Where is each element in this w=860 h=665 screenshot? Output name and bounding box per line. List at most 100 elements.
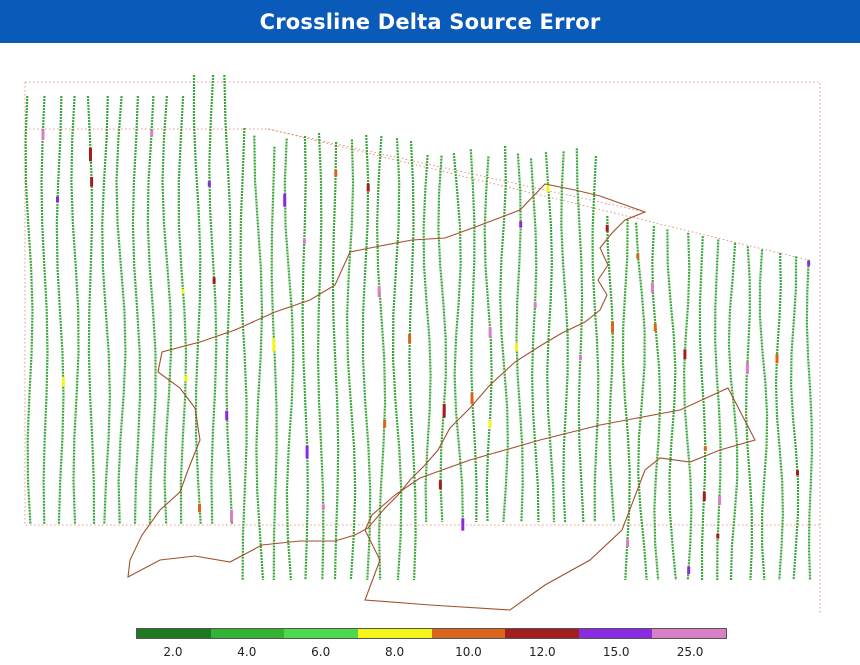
error-spot xyxy=(366,183,370,192)
error-spot xyxy=(230,509,233,523)
legend-swatch xyxy=(505,629,579,638)
error-spot xyxy=(302,238,306,244)
error-spot xyxy=(438,480,442,490)
legend-label: 15.0 xyxy=(602,645,630,659)
survey-frame-edge xyxy=(24,82,820,526)
crossline xyxy=(714,239,722,581)
legend-color-bar xyxy=(136,628,727,639)
error-spot xyxy=(716,533,720,539)
crossline xyxy=(560,151,569,523)
crossline xyxy=(666,229,677,581)
crossline-group xyxy=(24,74,814,581)
crossline xyxy=(283,138,295,581)
error-spot xyxy=(442,404,446,418)
crossline xyxy=(575,148,585,523)
crossline xyxy=(40,95,49,525)
error-spot xyxy=(56,196,59,203)
error-spot xyxy=(605,224,609,232)
legend-swatch xyxy=(431,629,506,638)
survey-frame-edge xyxy=(267,128,809,261)
error-spot xyxy=(41,129,45,140)
crossline xyxy=(774,252,785,581)
error-spot xyxy=(283,193,287,207)
error-spot xyxy=(488,420,492,428)
error-spot xyxy=(184,375,188,382)
error-spot xyxy=(653,323,657,331)
crossline xyxy=(758,249,769,581)
error-spot xyxy=(515,343,518,351)
crossline xyxy=(727,242,739,581)
error-spot xyxy=(61,377,65,387)
legend-label: 6.0 xyxy=(311,645,331,659)
crossline xyxy=(131,95,142,525)
crossline xyxy=(223,74,234,525)
error-spot xyxy=(650,282,654,293)
error-spot xyxy=(488,327,492,338)
error-spot xyxy=(611,321,614,333)
error-spot xyxy=(305,445,309,459)
area-outline-group xyxy=(127,183,756,611)
color-legend: 2.0 4.0 6.0 8.0 10.0 12.0 15.0 25.0 xyxy=(136,628,727,665)
error-spot xyxy=(796,470,799,476)
crossline xyxy=(499,145,509,523)
crossline xyxy=(591,155,600,523)
crossline xyxy=(55,95,65,525)
crossline xyxy=(146,95,157,525)
error-spot xyxy=(90,177,94,187)
crossline xyxy=(529,158,540,523)
crossline xyxy=(744,246,754,581)
crossline xyxy=(452,153,464,523)
error-spot xyxy=(461,518,465,531)
crossline xyxy=(682,232,693,581)
crossline xyxy=(331,141,340,581)
legend-labels: 2.0 4.0 6.0 8.0 10.0 12.0 15.0 25.0 xyxy=(136,645,727,665)
error-spot xyxy=(579,355,582,361)
crossline xyxy=(239,127,248,581)
crossline xyxy=(515,153,524,523)
crossline xyxy=(469,149,478,523)
error-spot xyxy=(321,504,325,510)
error-spot xyxy=(546,183,550,193)
crossline xyxy=(606,215,616,523)
crossline xyxy=(316,132,325,581)
legend-label: 2.0 xyxy=(163,645,183,659)
page-title: Crossline Delta Source Error xyxy=(259,9,601,34)
legend-label: 10.0 xyxy=(455,645,482,659)
title-bar: Crossline Delta Source Error xyxy=(0,0,860,43)
legend-swatch xyxy=(578,629,653,638)
error-spot xyxy=(745,362,749,375)
error-spot xyxy=(198,503,201,513)
crossline xyxy=(408,141,417,581)
area-outline xyxy=(364,387,756,611)
crossline xyxy=(361,134,372,581)
crossline xyxy=(253,135,265,581)
crossline xyxy=(422,154,432,523)
legend-swatch xyxy=(652,629,726,638)
crossline xyxy=(70,95,80,525)
legend-label: 12.0 xyxy=(528,645,556,659)
error-spot xyxy=(150,130,154,137)
error-spot xyxy=(683,349,687,359)
error-spot xyxy=(212,277,216,284)
legend-swatch xyxy=(210,629,285,638)
error-spot xyxy=(272,337,276,352)
error-spot xyxy=(383,419,387,428)
error-spot xyxy=(807,260,811,266)
legend-swatch xyxy=(284,629,358,638)
error-spot xyxy=(703,446,707,451)
crossline xyxy=(375,135,387,581)
error-spot xyxy=(225,410,229,421)
error-spot xyxy=(636,253,640,259)
error-spot xyxy=(626,539,630,547)
crossline xyxy=(345,139,357,581)
crossline xyxy=(544,152,556,523)
crossline xyxy=(161,95,173,525)
error-spot xyxy=(334,170,338,177)
crossline xyxy=(621,219,631,581)
legend-label: 8.0 xyxy=(385,645,405,659)
error-spot xyxy=(718,496,722,505)
error-spot xyxy=(687,566,691,574)
error-spot xyxy=(775,354,779,364)
crossline xyxy=(208,74,218,525)
error-spot xyxy=(207,181,211,187)
